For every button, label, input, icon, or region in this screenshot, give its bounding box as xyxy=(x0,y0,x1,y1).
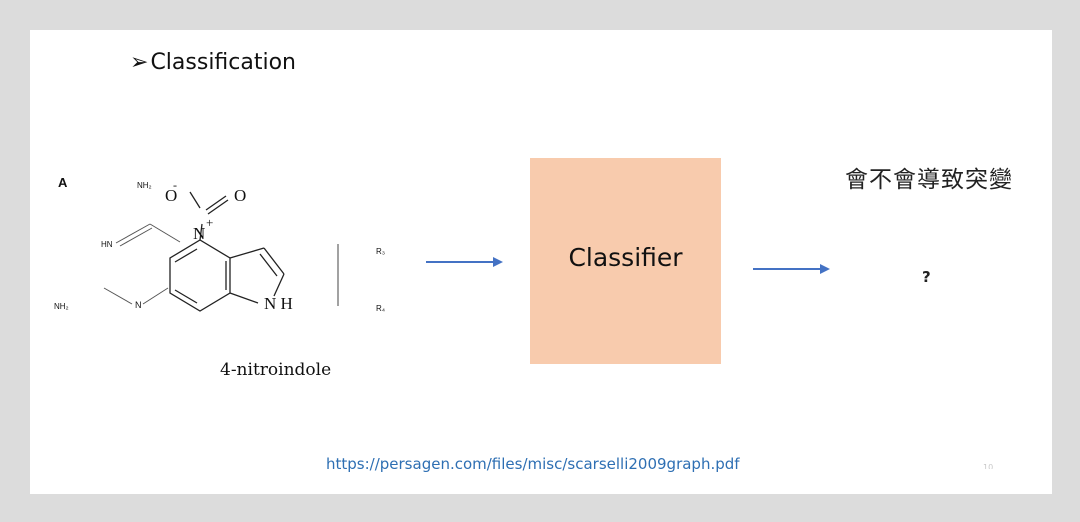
source-link[interactable]: https://persagen.com/files/misc/scarsell… xyxy=(326,455,740,473)
nh2-bottom-label: NH₂ xyxy=(54,302,69,311)
molecule-name: 4-nitroindole xyxy=(220,360,332,380)
slide-title-text: Classification xyxy=(150,50,297,75)
nitrogen-label: N xyxy=(193,224,205,243)
r3-label: R₃ xyxy=(376,247,385,256)
plus-charge: + xyxy=(206,215,213,230)
arrow-bullet-icon: ➢ xyxy=(130,50,149,75)
molecule-diagram: A NH₂ HN NH₂ N xyxy=(54,175,385,313)
output-arrow-icon xyxy=(753,264,830,274)
classifier-label: Classifier xyxy=(568,242,683,272)
indole-rings xyxy=(169,191,285,312)
r4-label: R₄ xyxy=(376,304,385,313)
nh-label: N H xyxy=(264,294,293,313)
nh2-top-label: NH₂ xyxy=(137,181,152,190)
minus-charge: - xyxy=(173,178,177,192)
mutation-question: 會不會導致突變 xyxy=(845,167,1013,193)
slide: ➢Classification A NH₂ HN NH₂ N xyxy=(30,30,1052,494)
figure-label-a: A xyxy=(58,175,68,190)
slide-title: ➢Classification xyxy=(130,50,296,75)
input-arrow-icon xyxy=(426,257,503,267)
left-fragment-bonds xyxy=(103,223,181,305)
oxygen-minus-label: O xyxy=(165,186,177,205)
output-question-mark: ? xyxy=(922,268,931,286)
n-ring-label: N xyxy=(135,300,142,310)
classifier-box: Classifier xyxy=(530,158,721,364)
hn-label: HN xyxy=(101,240,113,249)
slide-number: 10 xyxy=(983,464,994,469)
oxygen-label: O xyxy=(234,186,246,205)
